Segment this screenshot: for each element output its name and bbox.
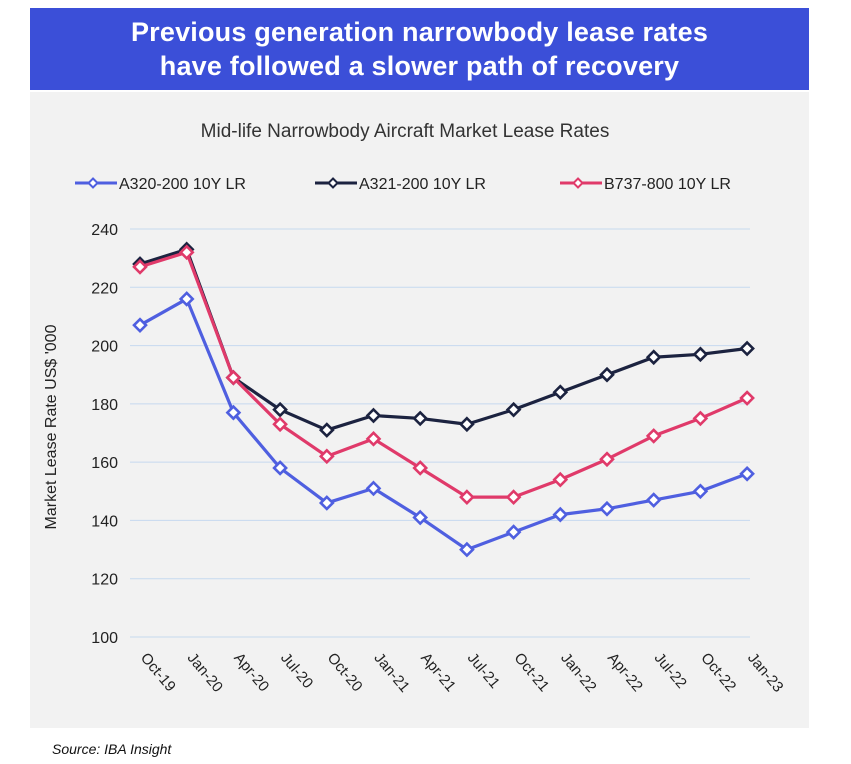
x-tick-label: Apr-21 bbox=[417, 650, 459, 695]
legend-item: A321-200 10Y LR bbox=[315, 176, 486, 193]
series-line bbox=[139, 250, 748, 499]
legend-item: B737-800 10Y LR bbox=[560, 176, 731, 193]
data-point bbox=[272, 401, 288, 418]
x-axis: Oct-19 Jan-20 Apr-20 Jul-20 Oct-20 Jan-21 Apr-… bbox=[137, 650, 787, 696]
headline-line-2: have followed a slower path of recovery bbox=[159, 51, 680, 81]
y-tick-label: 140 bbox=[91, 513, 118, 530]
x-tick-label: Jan-21 bbox=[370, 650, 413, 696]
data-point bbox=[318, 448, 335, 465]
data-point bbox=[178, 291, 195, 307]
data-point bbox=[412, 410, 429, 427]
data-point bbox=[599, 451, 615, 468]
legend-marker bbox=[572, 177, 584, 189]
series-a321-200-10y-lr bbox=[132, 241, 755, 438]
x-tick-label: Oct-21 bbox=[511, 650, 553, 695]
headline-banner: Previous generation narrowbody lease rat… bbox=[30, 8, 809, 90]
chart-panel: Mid-life Narrowbody Aircraft Market Leas… bbox=[30, 92, 809, 728]
source-note: Source: IBA Insight bbox=[52, 741, 172, 757]
data-point bbox=[365, 430, 382, 447]
x-tick-label: Jan-20 bbox=[184, 650, 227, 696]
data-point bbox=[599, 500, 615, 517]
data-point bbox=[739, 390, 755, 406]
data-point bbox=[225, 369, 242, 386]
x-tick-label: Oct-20 bbox=[324, 650, 366, 695]
data-point bbox=[505, 401, 522, 418]
data-point bbox=[412, 460, 429, 476]
y-tick-label: 220 bbox=[91, 280, 118, 297]
data-point bbox=[365, 480, 382, 497]
data-point bbox=[692, 410, 709, 427]
data-point bbox=[645, 349, 662, 366]
lease-rate-line-chart: Mid-life Narrowbody Aircraft Market Leas… bbox=[43, 121, 787, 696]
y-axis-label: Market Lease Rate US$ '000 bbox=[43, 324, 60, 529]
data-point bbox=[412, 509, 429, 526]
y-tick-label: 120 bbox=[91, 572, 118, 589]
data-point bbox=[692, 483, 709, 500]
x-tick-label: Oct-19 bbox=[137, 650, 179, 695]
data-point bbox=[132, 317, 148, 334]
legend-label: A321-200 10Y LR bbox=[359, 176, 486, 193]
y-axis: 100 120 140 160 180 200 220 240 bbox=[91, 222, 118, 647]
data-point bbox=[178, 244, 195, 261]
data-point bbox=[365, 407, 382, 424]
legend-label: B737-800 10Y LR bbox=[604, 176, 731, 193]
data-point bbox=[599, 366, 615, 383]
data-point bbox=[739, 340, 755, 357]
legend-item: A320-200 10Y LR bbox=[75, 176, 246, 193]
legend-label: A320-200 10Y LR bbox=[119, 176, 246, 193]
y-tick-label: 160 bbox=[91, 455, 118, 472]
data-point bbox=[505, 489, 522, 505]
chart-title: Mid-life Narrowbody Aircraft Market Leas… bbox=[201, 121, 610, 142]
chart-legend: A320-200 10Y LR A321-200 10Y LR B737-800 1… bbox=[75, 176, 731, 193]
y-tick-label: 100 bbox=[91, 630, 118, 647]
x-tick-label: Jan-23 bbox=[744, 650, 787, 696]
data-point bbox=[552, 471, 569, 488]
legend-marker bbox=[327, 177, 339, 189]
x-tick-label: Jul-20 bbox=[277, 650, 316, 692]
data-point bbox=[552, 506, 569, 523]
data-point bbox=[505, 524, 522, 540]
series-b737-800-10y-lr bbox=[132, 244, 755, 505]
data-point bbox=[132, 259, 148, 275]
x-tick-label: Jul-22 bbox=[651, 650, 690, 692]
x-tick-label: Apr-20 bbox=[230, 650, 272, 695]
y-tick-label: 200 bbox=[91, 339, 118, 356]
chart-gridlines bbox=[130, 228, 750, 638]
data-point bbox=[739, 465, 755, 482]
y-tick-label: 240 bbox=[91, 222, 118, 239]
data-point bbox=[645, 492, 662, 508]
series-a320-200-10y-lr bbox=[132, 291, 755, 558]
y-tick-label: 180 bbox=[91, 397, 118, 414]
x-tick-label: Oct-22 bbox=[697, 650, 739, 695]
headline-line-1: Previous generation narrowbody lease rat… bbox=[130, 17, 709, 47]
data-point bbox=[459, 416, 475, 433]
data-point bbox=[225, 404, 242, 421]
data-point bbox=[552, 384, 569, 401]
legend-marker bbox=[87, 177, 99, 189]
series-line bbox=[139, 247, 748, 432]
data-point bbox=[692, 346, 709, 363]
data-point bbox=[272, 416, 288, 433]
data-point bbox=[645, 428, 662, 444]
series-line bbox=[139, 297, 748, 552]
data-point bbox=[459, 489, 475, 505]
x-tick-label: Apr-22 bbox=[604, 650, 646, 695]
data-point bbox=[272, 460, 288, 476]
data-point bbox=[459, 541, 475, 558]
chart-series bbox=[132, 241, 755, 558]
data-point bbox=[318, 495, 335, 511]
data-point bbox=[318, 422, 335, 438]
x-tick-label: Jan-22 bbox=[557, 650, 600, 696]
x-tick-label: Jul-21 bbox=[464, 650, 503, 692]
